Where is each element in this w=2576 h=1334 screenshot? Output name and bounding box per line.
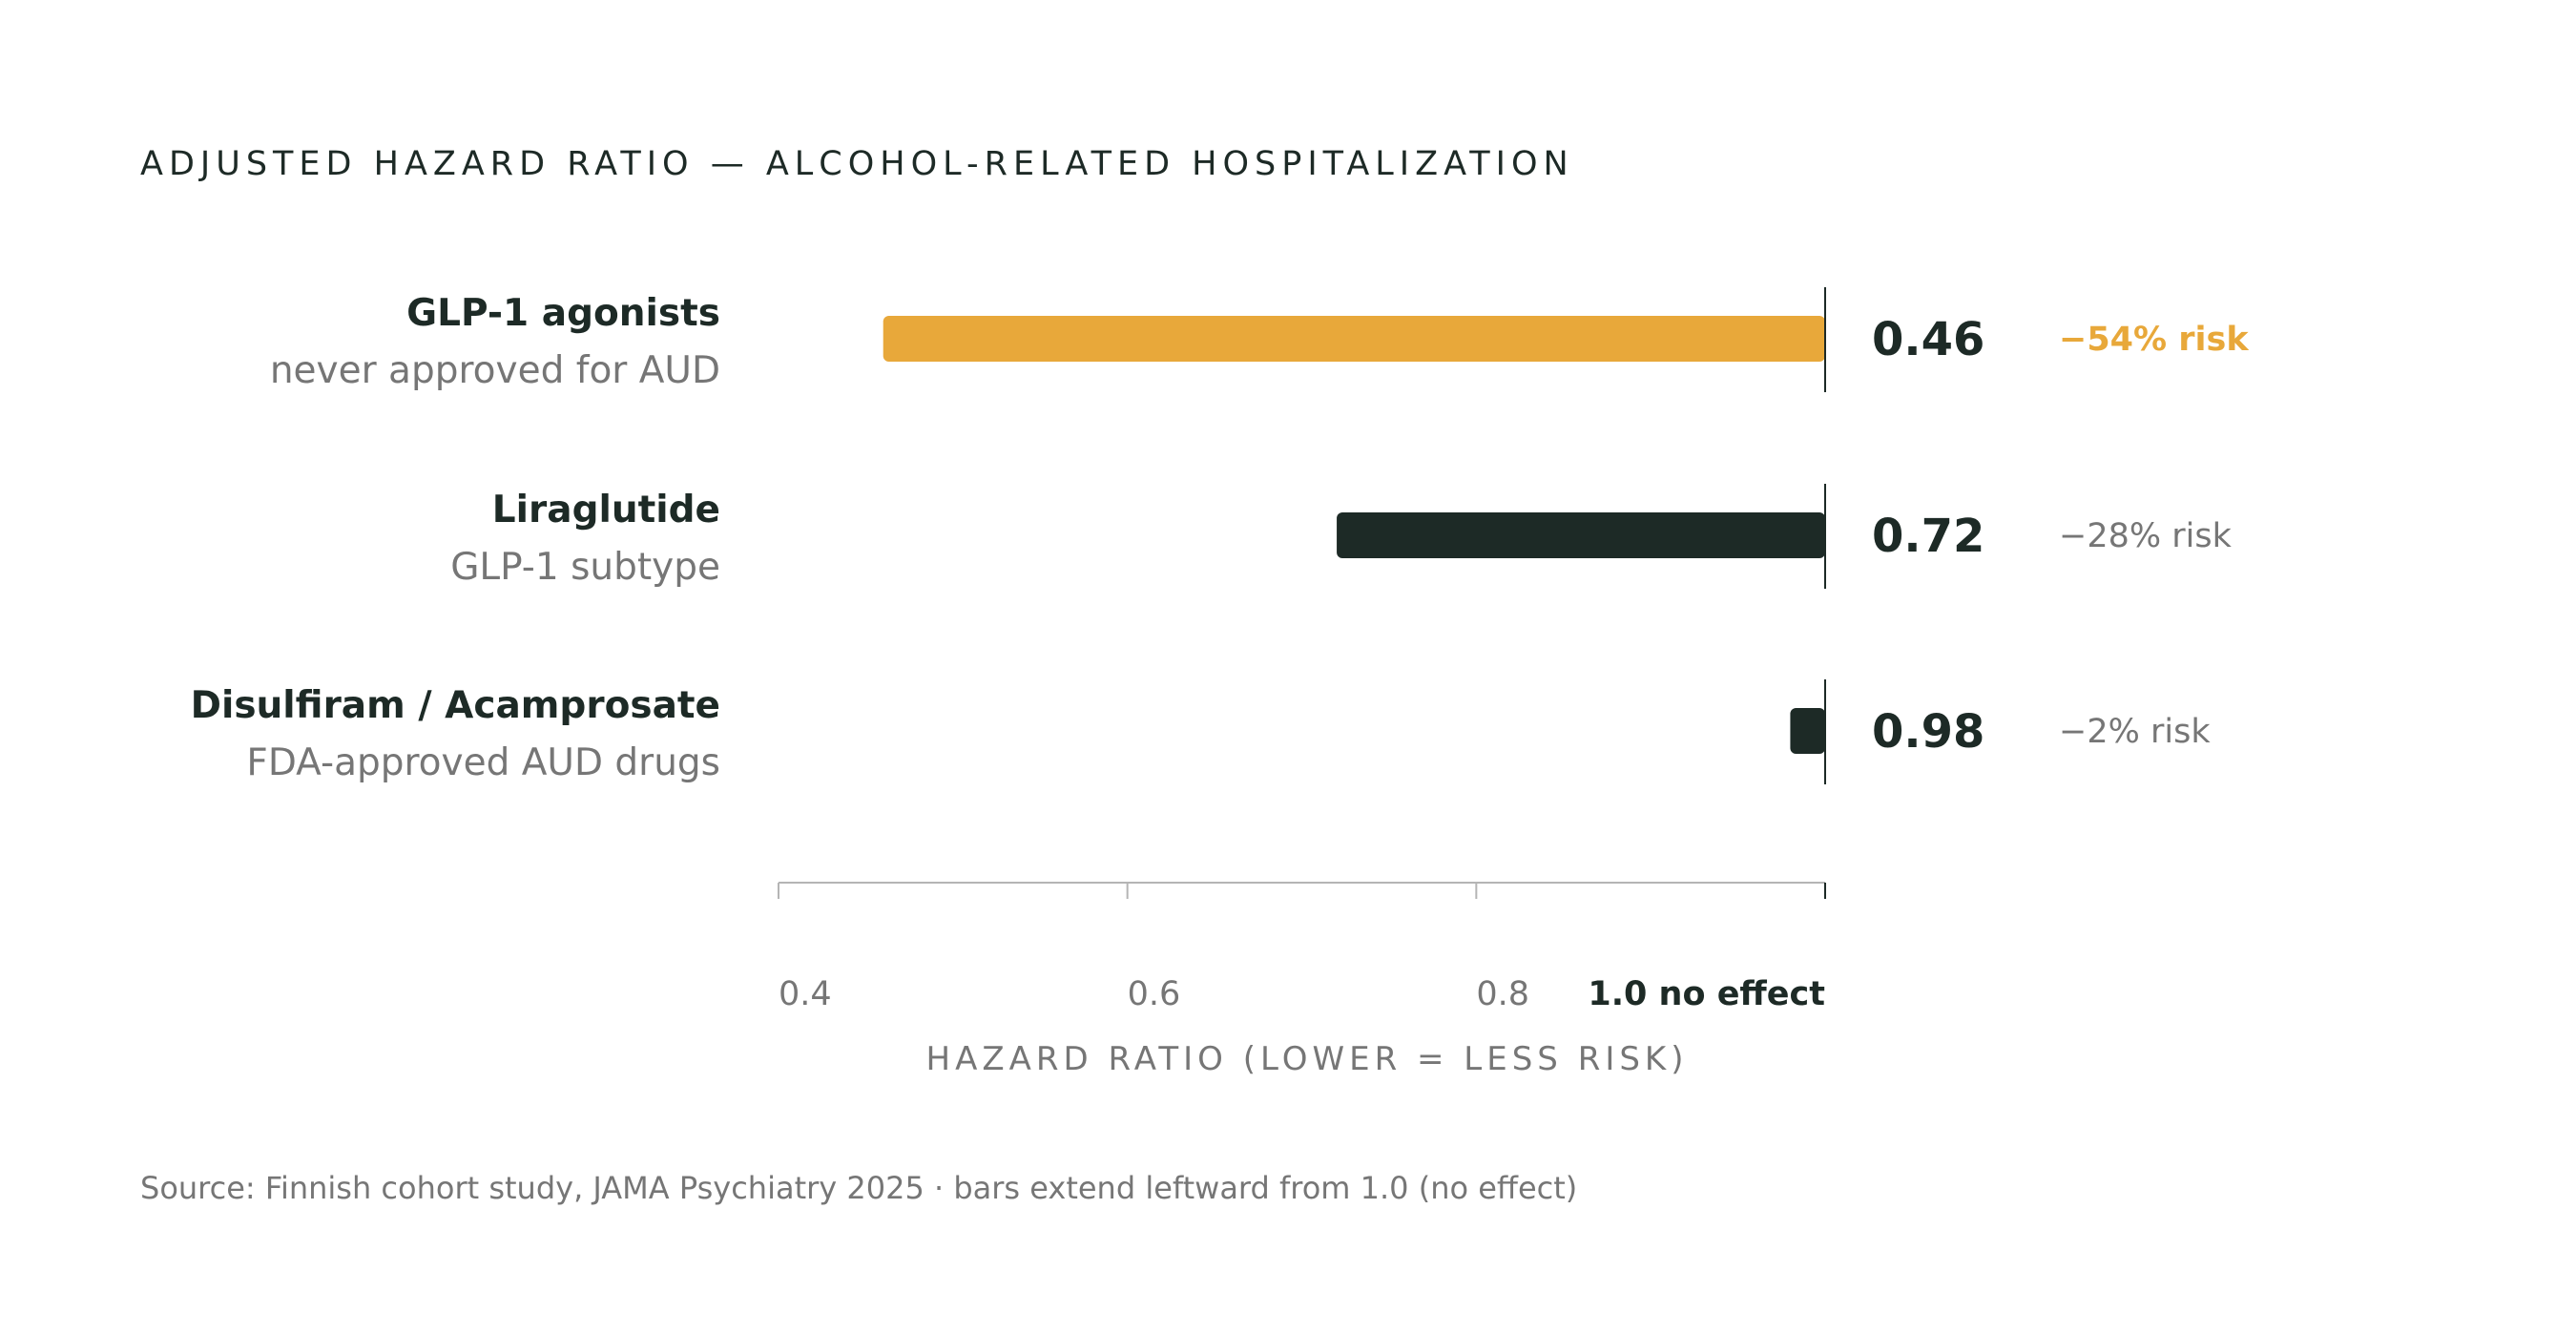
- bar: [1337, 512, 1825, 558]
- value-label: 0.72: [1872, 510, 1984, 563]
- risk-label: −2% risk: [2059, 713, 2211, 751]
- x-tick-label: 0.8: [1476, 975, 1529, 1013]
- row-sublabel: never approved for AUD: [270, 349, 720, 392]
- value-label: 0.46: [1872, 313, 1984, 366]
- value-label: 0.98: [1872, 705, 1984, 759]
- x-axis-title: HAZARD RATIO (LOWER = LESS RISK): [926, 1040, 1689, 1078]
- x-tick-label: 0.4: [779, 975, 832, 1013]
- chart-title: ADJUSTED HAZARD RATIO — ALCOHOL-RELATED …: [140, 145, 1574, 183]
- row-label: Liraglutide: [492, 489, 720, 532]
- rows-layer: GLP-1 agonists never approved for AUD 0.46…: [191, 287, 2249, 784]
- risk-label: −28% risk: [2059, 517, 2233, 555]
- risk-label: −54% risk: [2059, 321, 2249, 359]
- x-tick-label: 1.0 no effect: [1588, 975, 1825, 1013]
- row-sublabel: FDA-approved AUD drugs: [246, 741, 720, 784]
- bar: [883, 316, 1825, 362]
- bar: [1790, 708, 1825, 754]
- row-label: Disulfiram / Acamprosate: [191, 684, 720, 727]
- x-axis: 0.4 0.6 0.8 1.0 no effect: [778, 882, 1826, 1013]
- chart-source: Source: Finnish cohort study, JAMA Psych…: [140, 1170, 1577, 1206]
- row-sublabel: GLP-1 subtype: [450, 546, 720, 589]
- x-tick-label: 0.6: [1128, 975, 1181, 1013]
- chart-row: Disulfiram / Acamprosate FDA-approved AUD…: [191, 679, 2211, 784]
- row-label: GLP-1 agonists: [406, 292, 720, 335]
- chart-row: GLP-1 agonists never approved for AUD 0.46…: [270, 287, 2249, 392]
- chart-row: Liraglutide GLP-1 subtype 0.72 −28% risk: [450, 484, 2233, 589]
